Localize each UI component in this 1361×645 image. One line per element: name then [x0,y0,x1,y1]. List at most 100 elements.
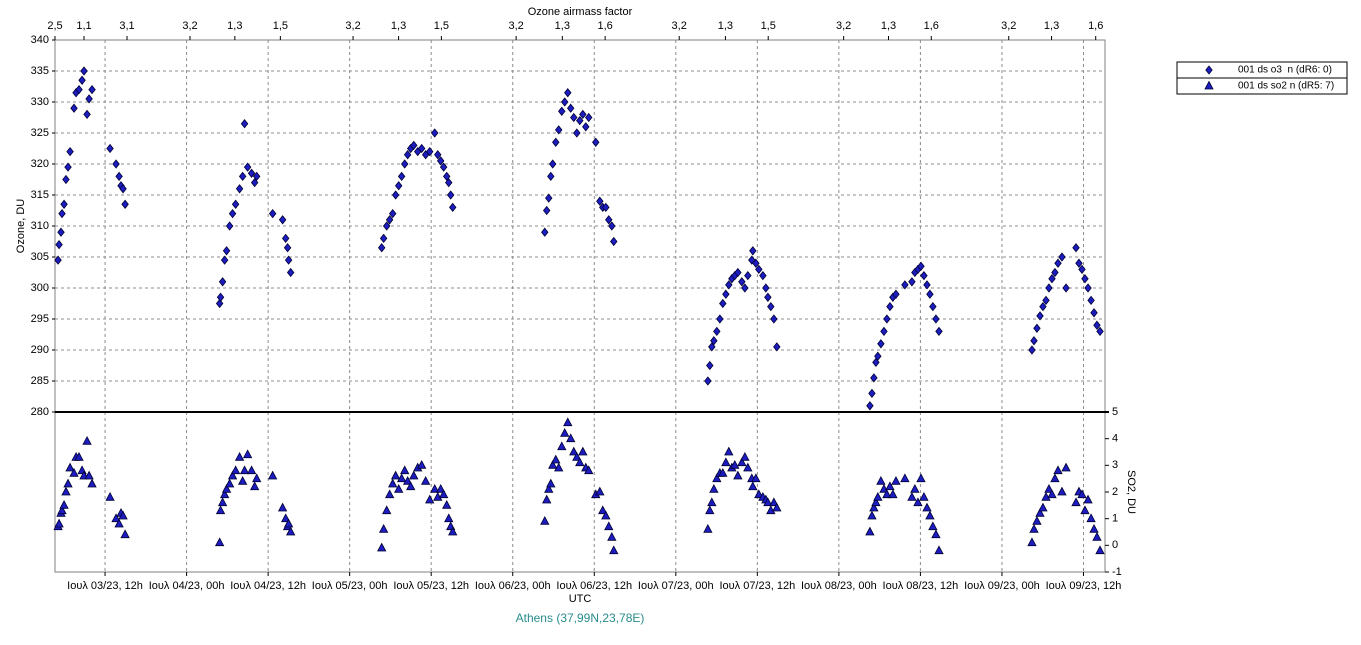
triangle-marker [438,489,449,499]
diamond-marker [874,351,882,361]
diamond-marker [1045,283,1053,293]
diamond-marker [755,264,763,275]
airmass-tick-label: 1,3 [881,20,896,32]
diamond-marker [66,146,74,157]
triangle-marker [542,494,552,504]
diamond-marker [55,239,63,250]
airmass-tick-label: 3,2 [508,20,523,32]
diamond-marker [121,199,129,209]
triangle-marker [249,481,260,491]
diamond-marker [935,326,943,337]
diamond-marker [749,246,757,256]
triangle-marker [598,505,608,515]
diamond-marker [385,215,394,225]
diamond-marker [250,177,259,188]
diamond-marker [582,122,590,132]
diamond-marker [932,314,940,324]
triangle-marker [705,505,715,515]
y-tick-label: 340 [31,34,49,46]
diamond-marker [281,233,290,244]
diamond-marker [388,208,397,219]
x-tick-label: Ιουλ 06/23, 12h [556,580,632,592]
triangle-marker [554,462,564,472]
diamond-marker [75,84,83,95]
x-tick-label: Ιουλ 04/23, 00h [149,580,225,592]
diamond-marker [1072,243,1080,253]
triangle-marker [544,483,554,493]
triangle-marker [267,470,278,480]
diamond-marker [1078,264,1086,275]
triangle-marker [442,499,452,509]
diamond-marker [1030,336,1038,346]
triangle-marker [885,481,895,491]
diamond-marker [866,401,874,411]
triangle-marker [724,446,734,456]
diamond-marker [573,128,581,138]
triangle-marker [227,470,238,480]
triangle-marker [82,435,92,445]
triangle-marker [730,459,740,469]
diamond-marker [545,193,553,203]
diamond-marker [719,298,727,309]
diamond-marker [608,221,616,231]
x-tick-label: Ιουλ 07/23, 12h [719,580,795,592]
diamond-marker [883,314,891,324]
triangle-marker [237,475,248,485]
triangle-marker [217,497,228,507]
triangle-marker [430,483,440,493]
diamond-marker [1205,65,1213,75]
triangle-marker [718,467,728,477]
diamond-marker [247,168,256,178]
triangle-marker [384,489,395,499]
x-tick-label: Ιουλ 07/23, 00h [638,580,714,592]
y-tick-label: 330 [31,96,49,108]
triangle-marker [377,542,387,552]
diamond-marker [228,208,237,219]
triangle-marker [1038,502,1048,512]
y-tick-label: 280 [31,406,49,418]
triangle-marker [388,478,398,488]
triangle-marker [114,518,124,528]
triangle-marker [910,483,920,493]
diamond-marker [1075,258,1083,268]
triangle-marker [394,483,404,493]
diamond-marker [70,103,78,113]
airmass-tick-label: 1,6 [924,20,939,32]
diamond-marker [770,314,778,324]
top-axis-title: Ozone airmass factor [528,6,633,18]
triangle-marker [546,478,556,488]
diamond-marker [880,326,888,337]
triangle-marker [234,451,245,461]
diamond-marker [1093,320,1101,330]
triangle-marker [246,465,257,475]
triangle-marker [871,497,881,507]
diamond-marker [268,208,277,219]
x-tick-label: Ιουλ 04/23, 12h [230,580,306,592]
x-tick-label: Ιουλ 05/23, 12h [393,580,469,592]
triangle-marker [436,483,446,493]
diamond-marker [54,255,62,265]
triangle-marker [769,497,779,507]
y-tick-label: 290 [31,344,49,356]
airmass-tick-label: 1,3 [227,20,242,32]
diamond-marker [430,128,439,138]
diamond-marker [759,270,767,281]
triangle-marker [548,459,558,469]
triangle-marker [400,465,410,475]
x-tick-label: Ιουλ 08/23, 12h [883,580,959,592]
y2-tick-label: 4 [1112,433,1118,445]
triangle-marker [1044,483,1054,493]
triangle-marker [63,478,73,488]
triangle-marker [737,457,747,467]
triangle-marker [873,491,883,501]
triangle-marker [1077,489,1087,499]
diamond-marker [231,199,240,209]
triangle-marker [557,441,567,451]
y2-tick-label: 0 [1112,539,1118,551]
triangle-marker [1071,497,1081,507]
y2-tick-label: 5 [1112,406,1118,418]
triangle-marker [1080,505,1090,515]
triangle-marker [252,473,262,483]
diamond-marker [576,115,584,126]
triangle-marker [111,513,121,523]
